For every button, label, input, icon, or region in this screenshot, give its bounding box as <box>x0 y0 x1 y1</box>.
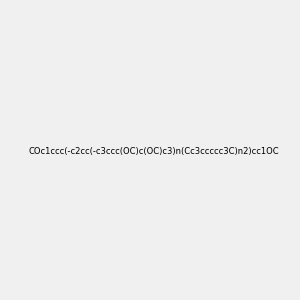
Text: COc1ccc(-c2cc(-c3ccc(OC)c(OC)c3)n(Cc3ccccc3C)n2)cc1OC: COc1ccc(-c2cc(-c3ccc(OC)c(OC)c3)n(Cc3ccc… <box>28 147 279 156</box>
